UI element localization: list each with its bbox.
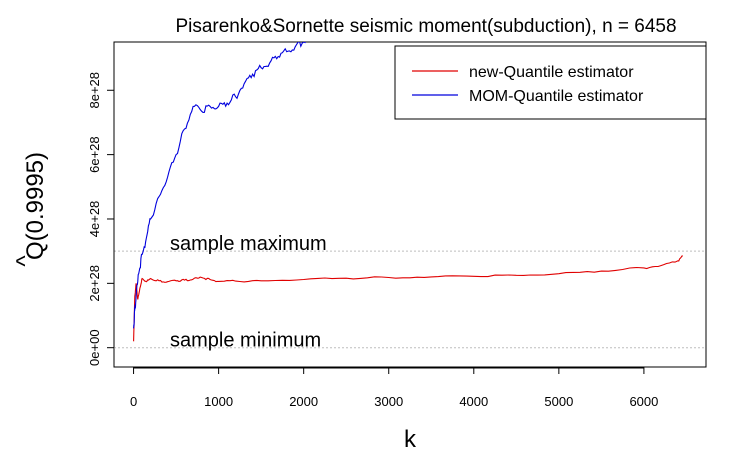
y-tick-label: 0e+00 [87,329,102,366]
legend-box [394,45,707,120]
y-axis-label-hat: ^ [12,255,39,267]
y-tick-label: 8e+28 [87,72,102,109]
reference-lines: sample maximum sample minimum [114,233,706,352]
x-tick-label: 0 [130,394,137,409]
x-axis: 0 1000 2000 3000 4000 5000 6000 [130,367,658,409]
x-axis-label: k [404,426,417,453]
legend-label-new-quantile: new-Quantile estimator [469,64,634,81]
y-tick-label: 6e+28 [87,136,102,173]
y-axis-label: Q(0.9995) [22,152,49,260]
x-tick-label: 4000 [459,394,488,409]
reference-label-1: sample minimum [170,330,321,352]
legend-label-mom-quantile: MOM-Quantile estimator [469,88,644,105]
x-tick-label: 1000 [204,394,233,409]
x-tick-label: 3000 [374,394,403,409]
y-tick-label: 2e+28 [87,265,102,302]
y-axis: 0e+00 2e+28 4e+28 6e+28 8e+28 [87,72,115,366]
y-axis-label-group: Q(0.9995) ^ [12,152,49,267]
reference-label-0: sample maximum [170,233,327,255]
x-tick-label: 6000 [629,394,658,409]
series-line-mom-quantile-estimator [133,42,307,329]
legend: new-Quantile estimator MOM-Quantile esti… [394,45,707,120]
chart-title: Pisarenko&Sornette seismic moment(subduc… [175,16,676,37]
data-series [133,42,683,342]
y-tick-label: 4e+28 [87,201,102,238]
series-line-new-quantile-estimator [133,255,683,342]
x-tick-label: 2000 [289,394,318,409]
x-tick-label: 5000 [544,394,573,409]
